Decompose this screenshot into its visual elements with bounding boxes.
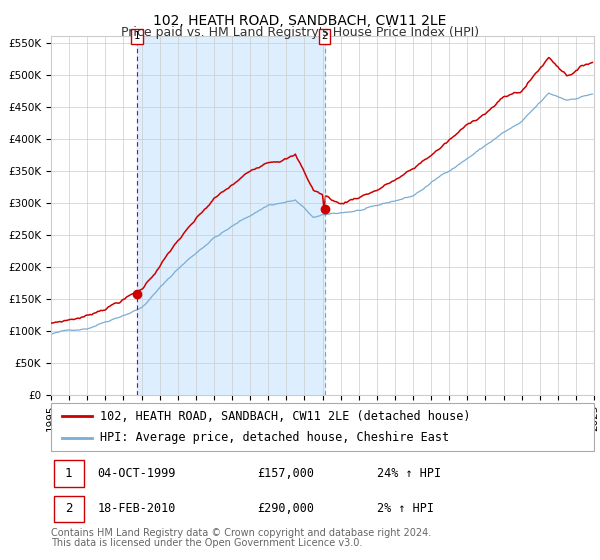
Text: 102, HEATH ROAD, SANDBACH, CW11 2LE: 102, HEATH ROAD, SANDBACH, CW11 2LE [154, 14, 446, 28]
Text: Contains HM Land Registry data © Crown copyright and database right 2024.: Contains HM Land Registry data © Crown c… [51, 528, 431, 538]
Text: 1: 1 [65, 466, 73, 480]
FancyBboxPatch shape [54, 496, 83, 522]
Text: 102, HEATH ROAD, SANDBACH, CW11 2LE (detached house): 102, HEATH ROAD, SANDBACH, CW11 2LE (det… [100, 409, 470, 423]
Text: 18-FEB-2010: 18-FEB-2010 [97, 502, 176, 515]
Bar [137, 36, 325, 395]
Text: HPI: Average price, detached house, Cheshire East: HPI: Average price, detached house, Ches… [100, 431, 449, 445]
Text: 2% ↑ HPI: 2% ↑ HPI [377, 502, 434, 515]
Text: Price paid vs. HM Land Registry's House Price Index (HPI): Price paid vs. HM Land Registry's House … [121, 26, 479, 39]
Text: £290,000: £290,000 [257, 502, 314, 515]
Text: 24% ↑ HPI: 24% ↑ HPI [377, 466, 441, 480]
Text: 1: 1 [134, 31, 140, 41]
Text: 2: 2 [65, 502, 73, 515]
Text: £157,000: £157,000 [257, 466, 314, 480]
Text: 2: 2 [322, 31, 328, 41]
Text: This data is licensed under the Open Government Licence v3.0.: This data is licensed under the Open Gov… [51, 538, 362, 548]
FancyBboxPatch shape [51, 403, 594, 451]
Text: 04-OCT-1999: 04-OCT-1999 [97, 466, 176, 480]
FancyBboxPatch shape [54, 460, 83, 487]
